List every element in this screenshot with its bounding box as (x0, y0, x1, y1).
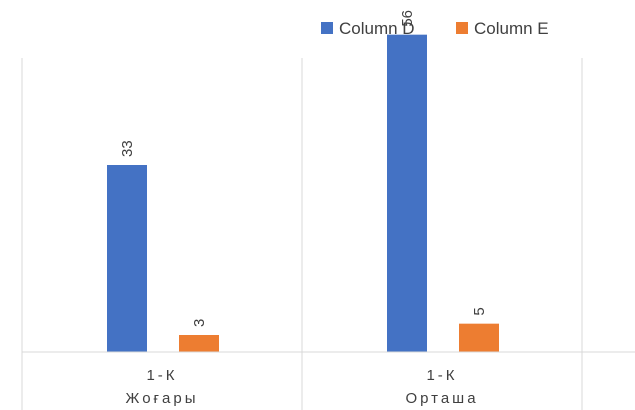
bar-series2-cat1 (179, 335, 219, 352)
category-gridlines (21, 58, 583, 410)
bar-series1-cat1 (107, 165, 147, 352)
x-axis-labels: 1-К Жоғары 1-К Орташа (126, 367, 478, 407)
legend-label-series-1: Column D (339, 19, 415, 38)
category-label-1-line2: Жоғары (126, 390, 199, 407)
legend: Column D Column E (321, 19, 549, 38)
data-labels-group: 33 56 3 5 (119, 10, 488, 327)
bar-series2-cat2 (459, 323, 499, 352)
category-label-2-line2: Орташа (405, 390, 478, 407)
data-label-series1-cat2: 56 (399, 10, 416, 27)
bars-group (107, 34, 499, 353)
legend-label-series-2: Column E (474, 19, 549, 38)
data-label-series2-cat2: 5 (471, 307, 488, 315)
bar-series1-cat2 (387, 34, 427, 353)
data-label-series2-cat1: 3 (191, 319, 208, 327)
category-label-1-line1: 1-К (146, 367, 177, 384)
legend-swatch-series-1 (321, 22, 333, 34)
data-label-series1-cat1: 33 (119, 140, 136, 157)
legend-swatch-series-2 (456, 22, 468, 34)
category-label-2-line1: 1-К (426, 367, 457, 384)
